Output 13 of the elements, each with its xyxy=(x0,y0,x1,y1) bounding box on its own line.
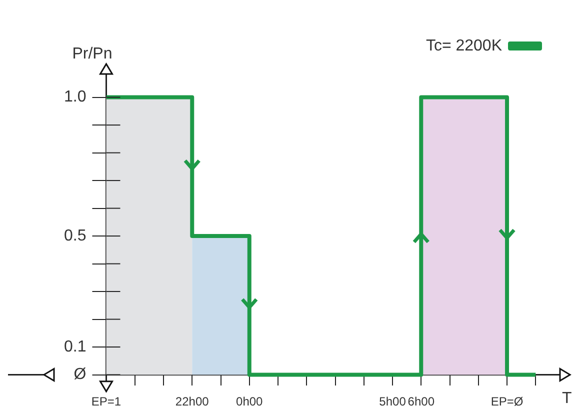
x-tick-label: EP=Ø xyxy=(490,394,524,408)
x-tick-label: 5h00 xyxy=(379,394,406,408)
x-tick-label: EP=1 xyxy=(91,394,122,408)
x-tick-label: 22h00 xyxy=(175,394,210,408)
y-tick-label: 1.0 xyxy=(64,88,86,106)
x-axis-title: T xyxy=(562,390,572,408)
y-tick-label: Ø xyxy=(74,366,86,384)
x-tick-label: 0h00 xyxy=(236,394,264,408)
legend-label: Tc= 2200K xyxy=(426,37,502,54)
y-tick-label: 0.5 xyxy=(64,227,86,244)
y-axis-title: Pr/Pn xyxy=(72,45,112,62)
x-tick-label: 6h00 xyxy=(408,394,435,408)
y-tick-label: 0.1 xyxy=(64,338,86,356)
